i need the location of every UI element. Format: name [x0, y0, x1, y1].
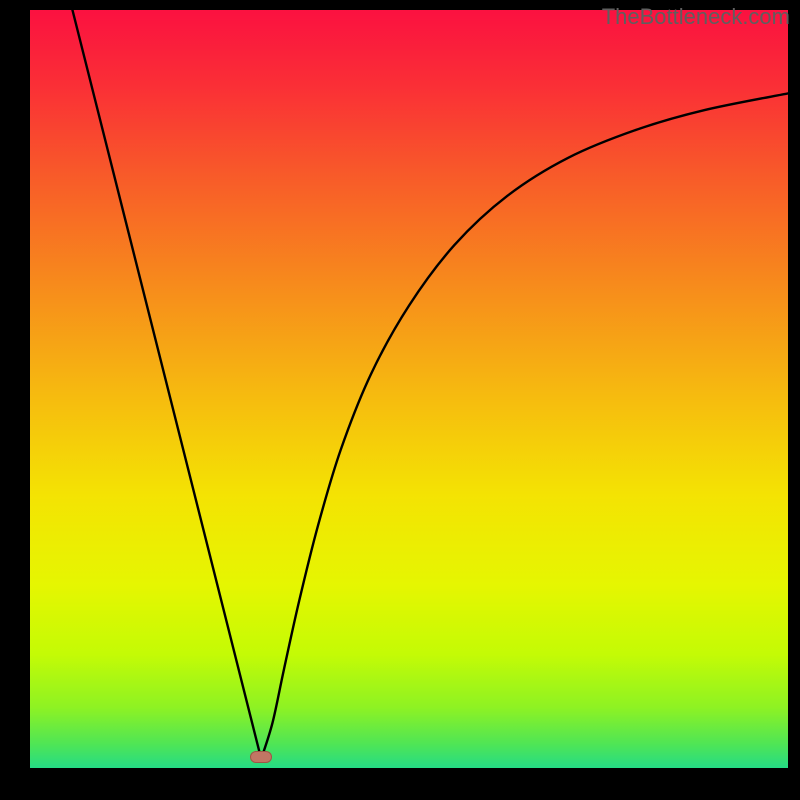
optimum-marker — [250, 751, 272, 763]
bottleneck-curve — [30, 10, 788, 768]
plot-area — [30, 10, 788, 768]
watermark-text: TheBottleneck.com — [602, 4, 790, 30]
chart-container: TheBottleneck.com — [0, 0, 800, 800]
bottleneck-curve-path — [72, 10, 788, 759]
